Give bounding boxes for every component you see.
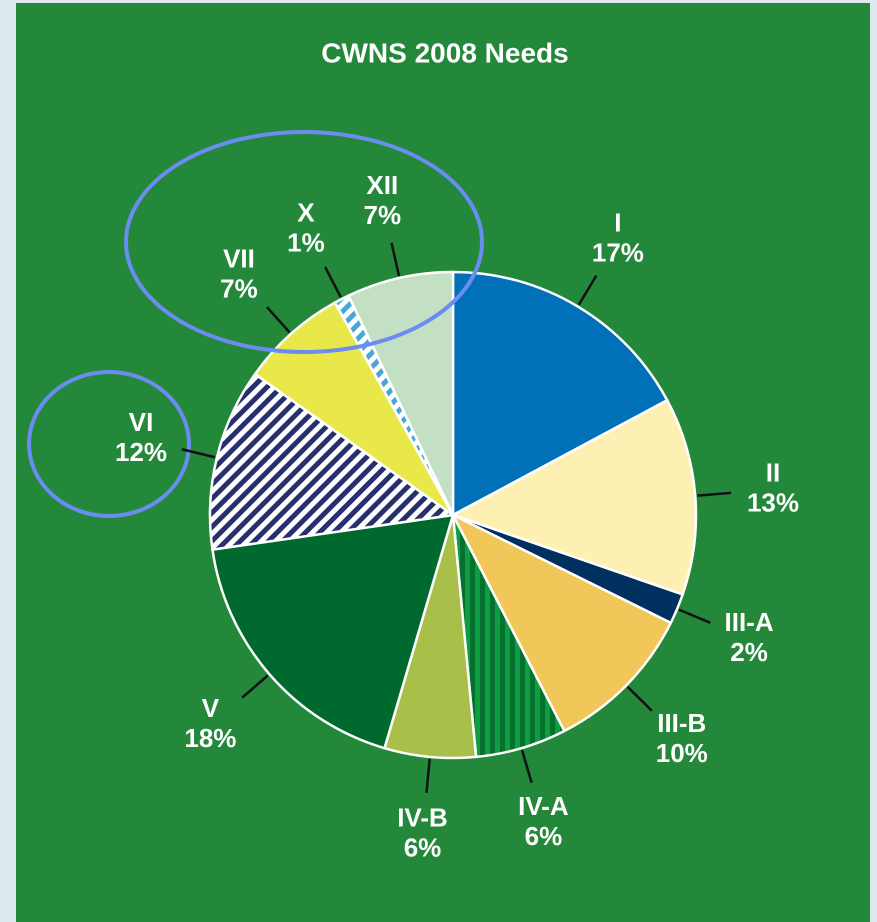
- leader-line: [520, 749, 533, 784]
- pie-slice: [449, 398, 698, 597]
- chart-title: CWNS 2008 Needs: [321, 37, 568, 68]
- slice-label: V: [202, 693, 220, 723]
- slice-value-label: 13%: [747, 487, 799, 517]
- slice-label: VI: [129, 407, 154, 437]
- pie-slice: [451, 270, 669, 518]
- slice-label: III-B: [657, 708, 706, 738]
- highlight-ellipse: [27, 370, 191, 518]
- slice-value-label: 2%: [730, 637, 768, 667]
- leader-line: [241, 674, 269, 699]
- pie-slice: [211, 513, 455, 750]
- slice-label: X: [297, 198, 315, 228]
- leader-line: [577, 274, 598, 306]
- slice-value-label: 12%: [115, 437, 167, 467]
- slice-value-label: 7%: [363, 200, 401, 230]
- slice-value-label: 7%: [220, 274, 258, 304]
- leader-line: [678, 608, 711, 624]
- pie-slice: [253, 300, 455, 517]
- slice-label: III-A: [725, 607, 774, 637]
- highlight-ellipse: [124, 130, 484, 354]
- slice-label: I: [614, 207, 621, 237]
- slice-value-label: 6%: [404, 832, 442, 862]
- slice-value-label: 1%: [287, 228, 325, 258]
- slice-value-label: 6%: [525, 821, 563, 851]
- slice-value-label: 17%: [592, 237, 644, 267]
- leader-line: [266, 306, 291, 334]
- pie: [208, 270, 698, 760]
- pie-slice: [208, 372, 457, 551]
- slice-value-label: 18%: [184, 723, 236, 753]
- leader-line: [425, 758, 431, 793]
- slice-value-label: 10%: [656, 738, 708, 768]
- leader-line: [697, 491, 732, 497]
- leader-line: [626, 685, 653, 712]
- slice-label: VII: [223, 244, 255, 274]
- slice-label: II: [766, 457, 780, 487]
- leader-line: [324, 266, 342, 298]
- pie-slice: [346, 270, 455, 516]
- slice-label: IV-B: [397, 802, 448, 832]
- leader-line: [181, 448, 216, 459]
- pie-slice: [450, 512, 673, 733]
- leader-line: [390, 242, 401, 277]
- slice-label: IV-A: [518, 791, 569, 821]
- slice-label: XII: [366, 170, 398, 200]
